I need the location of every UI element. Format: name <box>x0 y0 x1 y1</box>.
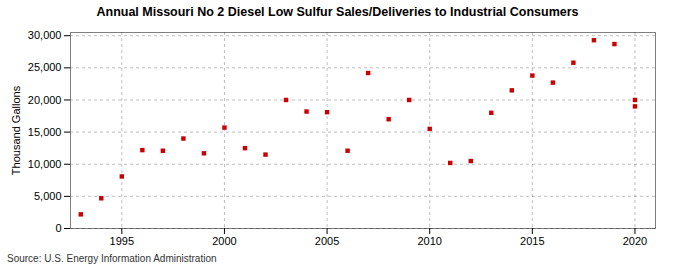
svg-text:2000: 2000 <box>212 235 236 247</box>
svg-text:20,000: 20,000 <box>28 93 62 105</box>
svg-text:1995: 1995 <box>110 235 134 247</box>
svg-text:30,000: 30,000 <box>28 29 62 41</box>
svg-text:0: 0 <box>55 222 61 234</box>
svg-text:15,000: 15,000 <box>28 126 62 138</box>
svg-text:2020: 2020 <box>623 235 647 247</box>
svg-text:Thousand Gallons: Thousand Gallons <box>10 85 22 175</box>
svg-text:5,000: 5,000 <box>34 190 62 202</box>
svg-text:2015: 2015 <box>520 235 544 247</box>
svg-text:2010: 2010 <box>417 235 441 247</box>
svg-text:2005: 2005 <box>315 235 339 247</box>
html-text:Annual Missouri No 2 Diesel Lo: Annual Missouri No 2 Diesel Low Sulfur S… <box>96 5 579 19</box>
svg-text:25,000: 25,000 <box>28 61 62 73</box>
svg-text:10,000: 10,000 <box>28 158 62 170</box>
html-text:Source: U.S. Energy Informatio: Source: U.S. Energy Information Administ… <box>7 253 217 264</box>
